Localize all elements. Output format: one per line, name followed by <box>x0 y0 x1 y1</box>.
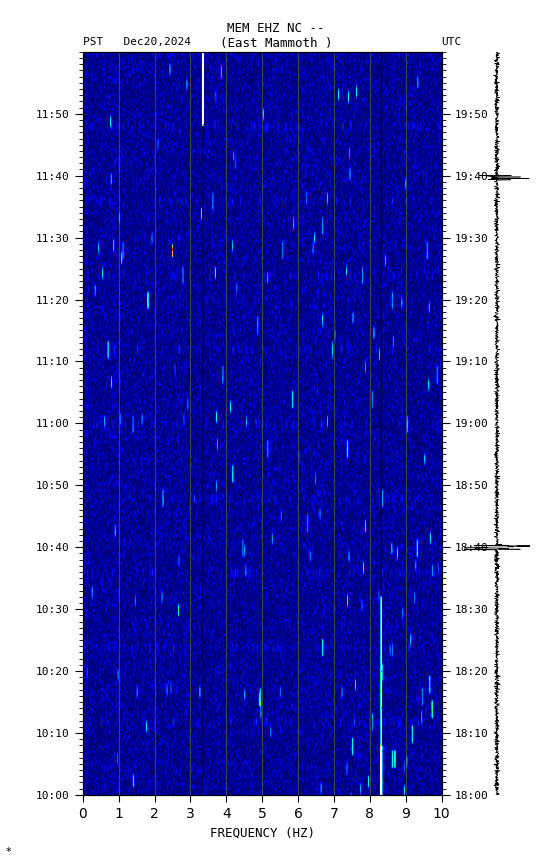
Text: *: * <box>6 848 11 857</box>
Text: PST   Dec20,2024: PST Dec20,2024 <box>83 37 191 48</box>
Text: UTC: UTC <box>442 37 462 48</box>
Text: MEM EHZ NC --: MEM EHZ NC -- <box>227 22 325 35</box>
X-axis label: FREQUENCY (HZ): FREQUENCY (HZ) <box>210 826 315 839</box>
Text: (East Mammoth ): (East Mammoth ) <box>220 37 332 50</box>
